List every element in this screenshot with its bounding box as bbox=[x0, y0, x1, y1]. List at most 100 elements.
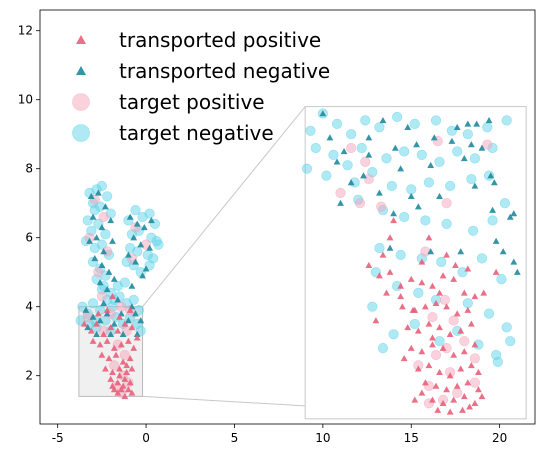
target-negative-inset-point bbox=[399, 147, 409, 157]
target-negative-inset-point bbox=[435, 157, 445, 167]
target-negative-inset-point bbox=[502, 323, 512, 333]
target-negative-inset-point bbox=[463, 298, 473, 308]
target-negative-inset-point bbox=[493, 357, 503, 367]
target-positive-inset-point bbox=[452, 388, 462, 398]
target-negative-inset-point bbox=[497, 274, 507, 284]
target-negative-inset-point bbox=[329, 150, 339, 160]
target-negative-point bbox=[83, 216, 93, 226]
target-negative-inset-point bbox=[431, 116, 441, 126]
target-positive-point bbox=[109, 361, 119, 371]
target-negative-inset-point bbox=[467, 174, 477, 184]
target-negative-point bbox=[102, 192, 112, 202]
target-negative-inset-point bbox=[452, 147, 462, 157]
target-positive-point bbox=[83, 312, 93, 322]
legend-label: transported positive bbox=[119, 28, 321, 52]
legend-label: target positive bbox=[119, 90, 265, 114]
target-negative-inset-point bbox=[414, 288, 424, 298]
target-negative-point bbox=[97, 181, 107, 191]
x-tick-label: 5 bbox=[231, 431, 239, 445]
target-negative-inset-point bbox=[442, 219, 452, 229]
target-negative-inset-point bbox=[488, 216, 498, 226]
target-positive-inset-point bbox=[459, 336, 469, 346]
target-negative-inset-point bbox=[346, 129, 356, 139]
target-negative-inset-point bbox=[463, 129, 473, 139]
target-negative-inset-point bbox=[382, 154, 392, 164]
target-negative-inset-point bbox=[375, 123, 385, 133]
target-negative-inset-point bbox=[421, 216, 431, 226]
target-negative-inset-point bbox=[470, 154, 480, 164]
x-tick-label: 20 bbox=[492, 431, 507, 445]
target-negative-inset-point bbox=[389, 330, 399, 340]
target-negative-inset-point bbox=[302, 164, 312, 174]
target-negative-inset-point bbox=[375, 243, 385, 253]
target-positive-point bbox=[99, 212, 109, 222]
target-negative-inset-point bbox=[484, 309, 494, 319]
target-negative-inset-point bbox=[437, 257, 447, 267]
target-negative-inset-point bbox=[447, 126, 457, 136]
target-positive-inset-point bbox=[360, 157, 370, 167]
legend-label: target negative bbox=[119, 121, 274, 145]
target-positive-inset-point bbox=[442, 198, 452, 208]
target-positive-point bbox=[97, 292, 107, 302]
target-negative-inset-point bbox=[387, 181, 397, 191]
target-negative-inset-point bbox=[468, 226, 478, 236]
y-tick-label: 2 bbox=[25, 369, 33, 383]
target-negative-inset-point bbox=[410, 119, 420, 129]
target-negative-inset-point bbox=[306, 126, 316, 136]
x-tick-label: 10 bbox=[315, 431, 330, 445]
target-positive-inset-point bbox=[482, 140, 492, 150]
target-negative-inset-point bbox=[332, 119, 342, 129]
y-tick-label: 10 bbox=[18, 93, 33, 107]
target-negative-inset-point bbox=[343, 160, 353, 170]
target-negative-inset-point bbox=[505, 336, 515, 346]
target-positive-inset-point bbox=[470, 378, 480, 388]
target-negative-inset-point bbox=[311, 143, 321, 153]
target-negative-inset-point bbox=[357, 143, 367, 153]
target-positive-point bbox=[120, 350, 130, 360]
legend-label: transported negative bbox=[119, 59, 330, 83]
inset-layer bbox=[302, 107, 526, 419]
target-negative-inset-point bbox=[368, 302, 378, 312]
target-positive-inset-point bbox=[376, 202, 386, 212]
target-negative-point bbox=[120, 278, 130, 288]
target-negative-inset-point bbox=[378, 343, 388, 353]
target-negative-inset-point bbox=[410, 319, 420, 329]
target-negative-inset-point bbox=[500, 198, 510, 208]
y-tick-label: 6 bbox=[25, 231, 33, 245]
target-negative-inset-point bbox=[417, 150, 427, 160]
y-tick-label: 4 bbox=[25, 300, 33, 314]
target-positive-inset-point bbox=[431, 350, 441, 360]
target-positive-inset-point bbox=[421, 247, 431, 257]
target-positive-point bbox=[94, 267, 104, 277]
legend-marker bbox=[73, 94, 90, 111]
y-tick-label: 8 bbox=[25, 162, 33, 176]
target-positive-point bbox=[117, 302, 127, 312]
target-negative-inset-point bbox=[396, 250, 406, 260]
target-positive-inset-point bbox=[355, 198, 365, 208]
target-negative-point bbox=[129, 295, 139, 305]
target-positive-inset-point bbox=[364, 174, 374, 184]
target-positive-inset-point bbox=[449, 316, 459, 326]
target-negative-point bbox=[145, 209, 155, 219]
x-tick-label: 0 bbox=[142, 431, 150, 445]
target-negative-point bbox=[101, 229, 111, 239]
target-negative-inset-point bbox=[458, 267, 468, 277]
target-negative-inset-point bbox=[424, 178, 434, 188]
target-negative-point bbox=[154, 240, 164, 250]
x-tick-label: -5 bbox=[52, 431, 64, 445]
target-positive-inset-point bbox=[336, 188, 346, 198]
y-tick-label: 12 bbox=[18, 24, 33, 38]
target-negative-inset-point bbox=[477, 254, 487, 264]
target-negative-inset-point bbox=[322, 171, 332, 181]
target-positive-inset-point bbox=[428, 312, 438, 322]
target-negative-inset-point bbox=[360, 116, 370, 126]
target-negative-inset-point bbox=[392, 112, 402, 122]
target-negative-inset-point bbox=[406, 185, 416, 195]
target-negative-inset-point bbox=[399, 212, 409, 222]
x-tick-label: 15 bbox=[404, 431, 419, 445]
target-positive-inset-point bbox=[346, 143, 356, 153]
target-negative-inset-point bbox=[482, 123, 492, 133]
target-negative-inset-point bbox=[445, 181, 455, 191]
target-negative-point bbox=[88, 298, 98, 308]
